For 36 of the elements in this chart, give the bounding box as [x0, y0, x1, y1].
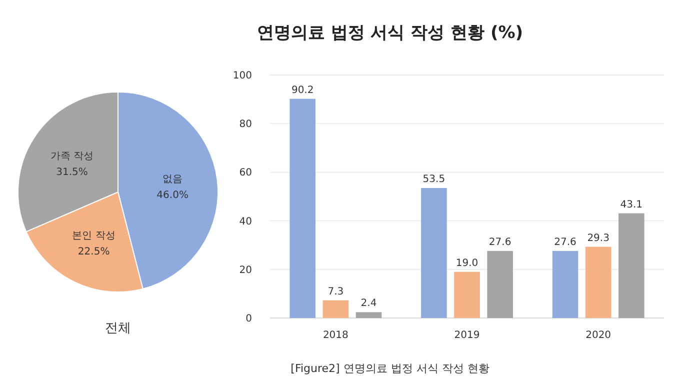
- bar: [290, 98, 316, 318]
- y-tick-label: 80: [239, 119, 252, 130]
- bar: [356, 312, 382, 318]
- text: [Figure2] 연명의료 법정 서식 작성 현황: [290, 362, 490, 375]
- slice-label: 없음: [162, 174, 183, 186]
- data-label: 22.5%: [78, 246, 110, 258]
- data-label: 27.6: [488, 236, 512, 248]
- bar: [552, 250, 578, 318]
- bar: [322, 300, 349, 318]
- bar: [454, 272, 480, 318]
- data-label: 46.0%: [156, 190, 188, 202]
- data-label: 2.4: [360, 298, 377, 310]
- x-tick-label: 2018: [322, 330, 348, 341]
- data-label: 90.2: [291, 84, 314, 96]
- data-label: 19.0: [456, 258, 478, 269]
- data-label: 43.1: [620, 199, 643, 210]
- y-tick-label: 60: [239, 168, 252, 179]
- x-tick-label: 2019: [454, 330, 480, 341]
- data-label: 27.6: [554, 236, 576, 248]
- slice-label: 본인 작성: [72, 230, 116, 242]
- bar: [618, 213, 644, 318]
- data-label: 53.5: [422, 174, 446, 185]
- text: 전체: [105, 321, 131, 336]
- chart-title: 연명의료 법정 서식 작성 현황 (%): [256, 23, 524, 43]
- y-tick-label: 100: [232, 70, 252, 82]
- y-tick-label: 0: [246, 314, 252, 324]
- data-label: 29.3: [587, 232, 610, 244]
- x-tick-label: 2020: [586, 330, 612, 341]
- y-tick-label: 20: [239, 264, 252, 276]
- y-tick-label: 40: [239, 216, 252, 228]
- bar: [487, 250, 513, 318]
- bar: [585, 246, 612, 318]
- data-label: 7.3: [328, 286, 344, 298]
- data-label: 31.5%: [56, 166, 88, 178]
- slice-label: 가족 작성: [50, 150, 94, 162]
- bar: [421, 188, 447, 318]
